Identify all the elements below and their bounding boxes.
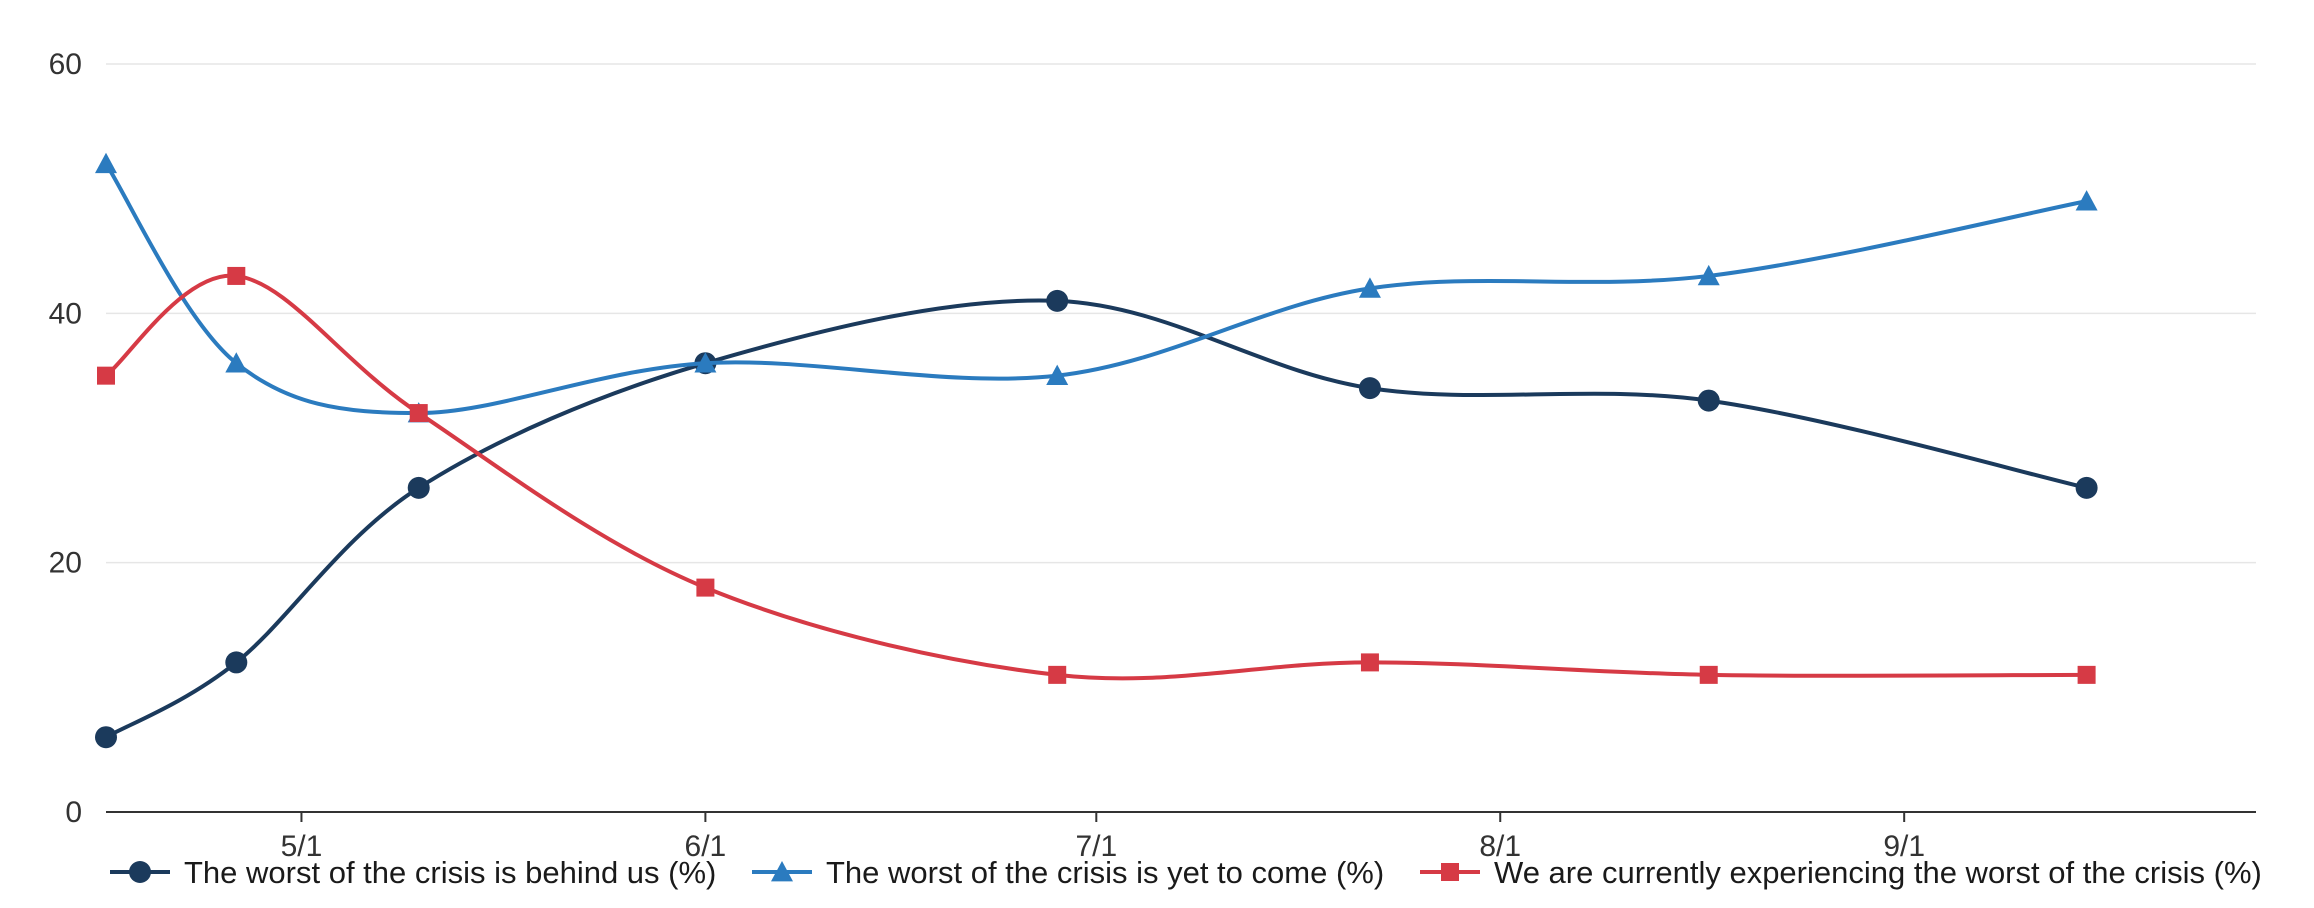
y-tick-label: 60 (49, 48, 82, 81)
legend-label: The worst of the crisis is behind us (%) (184, 855, 716, 890)
y-tick-label: 0 (65, 796, 82, 829)
data-point (696, 578, 715, 597)
series-line (104, 273, 2087, 681)
legend-square-icon (1441, 863, 1459, 881)
data-point (1697, 264, 1720, 286)
series-line (105, 298, 2088, 739)
grid-layer (106, 63, 2256, 564)
x-tick-label: 8/1 (1479, 830, 1521, 863)
data-point (1360, 653, 1379, 672)
x-tick-label: 6/1 (685, 830, 727, 863)
legend-item-behind-us[interactable]: The worst of the crisis is behind us (%) (110, 855, 716, 890)
data-point (1046, 364, 1069, 386)
data-point (1046, 289, 1069, 312)
data-point (1358, 377, 1381, 400)
data-point (1697, 389, 1720, 412)
x-axis: 5/1 6/1 7/1 8/1 9/1 (106, 811, 2256, 863)
data-point (225, 352, 248, 373)
data-point (97, 366, 115, 385)
data-point (1048, 665, 1067, 684)
legend-item-currently-experiencing[interactable]: We are currently experiencing the worst … (1420, 855, 2262, 890)
data-point (694, 352, 717, 373)
series-yet-to-come (95, 152, 2098, 423)
data-point (409, 404, 428, 423)
series-currently-experiencing (97, 266, 2096, 684)
data-point (2077, 665, 2096, 684)
legend-circle-icon (129, 861, 151, 883)
series-layer (95, 152, 2098, 749)
data-point (225, 651, 248, 674)
data-point (407, 476, 430, 499)
data-point (95, 152, 117, 174)
legend-triangle-icon (771, 861, 793, 882)
data-point (227, 266, 246, 285)
legend-label: We are currently experiencing the worst … (1494, 855, 2262, 890)
legend-label: The worst of the crisis is yet to come (… (826, 855, 1384, 890)
series-line (104, 162, 2087, 416)
legend-item-yet-to-come[interactable]: The worst of the crisis is yet to come (… (752, 855, 1384, 890)
data-point (2075, 476, 2098, 499)
data-point (95, 726, 117, 749)
y-tick-label: 20 (49, 547, 82, 580)
y-axis: 0 20 40 60 (49, 48, 82, 829)
y-tick-label: 40 (49, 297, 82, 330)
x-tick-label: 5/1 (281, 830, 323, 863)
data-point (2075, 190, 2098, 211)
data-point (1358, 277, 1381, 298)
x-tick-label: 9/1 (1883, 830, 1925, 863)
data-point (1699, 665, 1718, 684)
legend[interactable]: The worst of the crisis is behind us (%)… (110, 855, 2262, 890)
x-tick-label: 7/1 (1075, 830, 1117, 863)
